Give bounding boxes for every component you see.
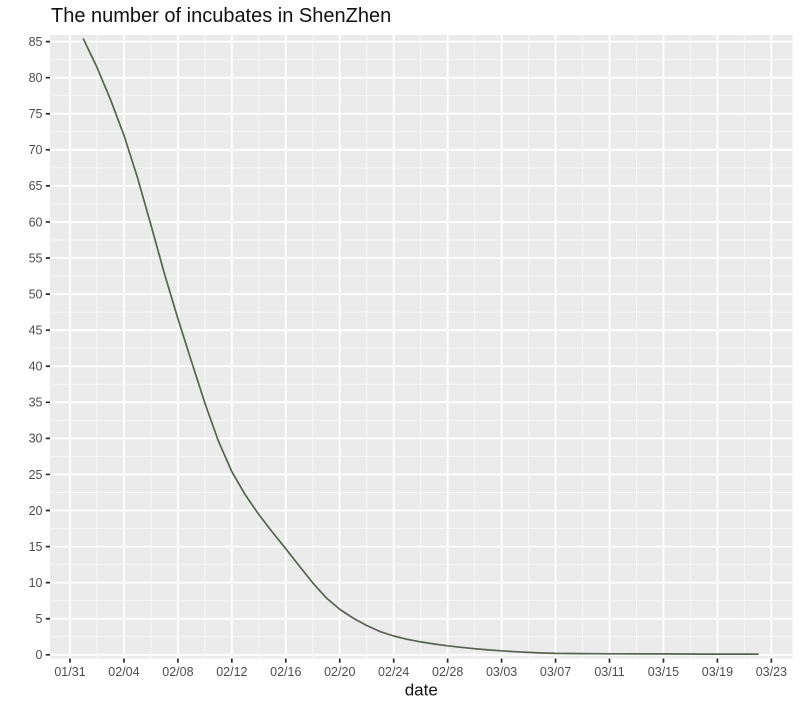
svg-text:5: 5: [36, 612, 43, 626]
svg-text:03/19: 03/19: [702, 665, 733, 679]
svg-text:02/12: 02/12: [216, 665, 247, 679]
svg-text:03/15: 03/15: [648, 665, 679, 679]
svg-text:02/16: 02/16: [270, 665, 301, 679]
svg-text:35: 35: [29, 396, 43, 410]
svg-text:02/08: 02/08: [162, 665, 193, 679]
svg-text:02/04: 02/04: [108, 665, 139, 679]
svg-text:02/28: 02/28: [432, 665, 463, 679]
svg-text:80: 80: [29, 71, 43, 85]
svg-text:03/11: 03/11: [594, 665, 624, 679]
svg-text:40: 40: [29, 360, 43, 374]
svg-text:03/23: 03/23: [756, 665, 787, 679]
svg-text:01/31: 01/31: [54, 665, 85, 679]
svg-text:20: 20: [29, 504, 43, 518]
svg-text:15: 15: [29, 540, 43, 554]
svg-text:75: 75: [29, 107, 43, 121]
svg-text:date: date: [405, 681, 438, 700]
svg-text:85: 85: [29, 35, 43, 49]
svg-text:The number of incubates in She: The number of incubates in ShenZhen: [51, 5, 391, 27]
svg-text:02/24: 02/24: [378, 665, 409, 679]
svg-text:03/03: 03/03: [486, 665, 517, 679]
svg-text:60: 60: [29, 215, 43, 229]
svg-text:45: 45: [29, 323, 43, 337]
svg-text:70: 70: [29, 143, 43, 157]
svg-text:30: 30: [29, 432, 43, 446]
svg-text:65: 65: [29, 179, 43, 193]
svg-text:55: 55: [29, 251, 43, 265]
svg-text:10: 10: [29, 576, 43, 590]
svg-text:02/20: 02/20: [324, 665, 355, 679]
svg-text:50: 50: [29, 287, 43, 301]
svg-text:0: 0: [36, 648, 43, 662]
svg-text:25: 25: [29, 468, 43, 482]
svg-text:03/07: 03/07: [540, 665, 571, 679]
